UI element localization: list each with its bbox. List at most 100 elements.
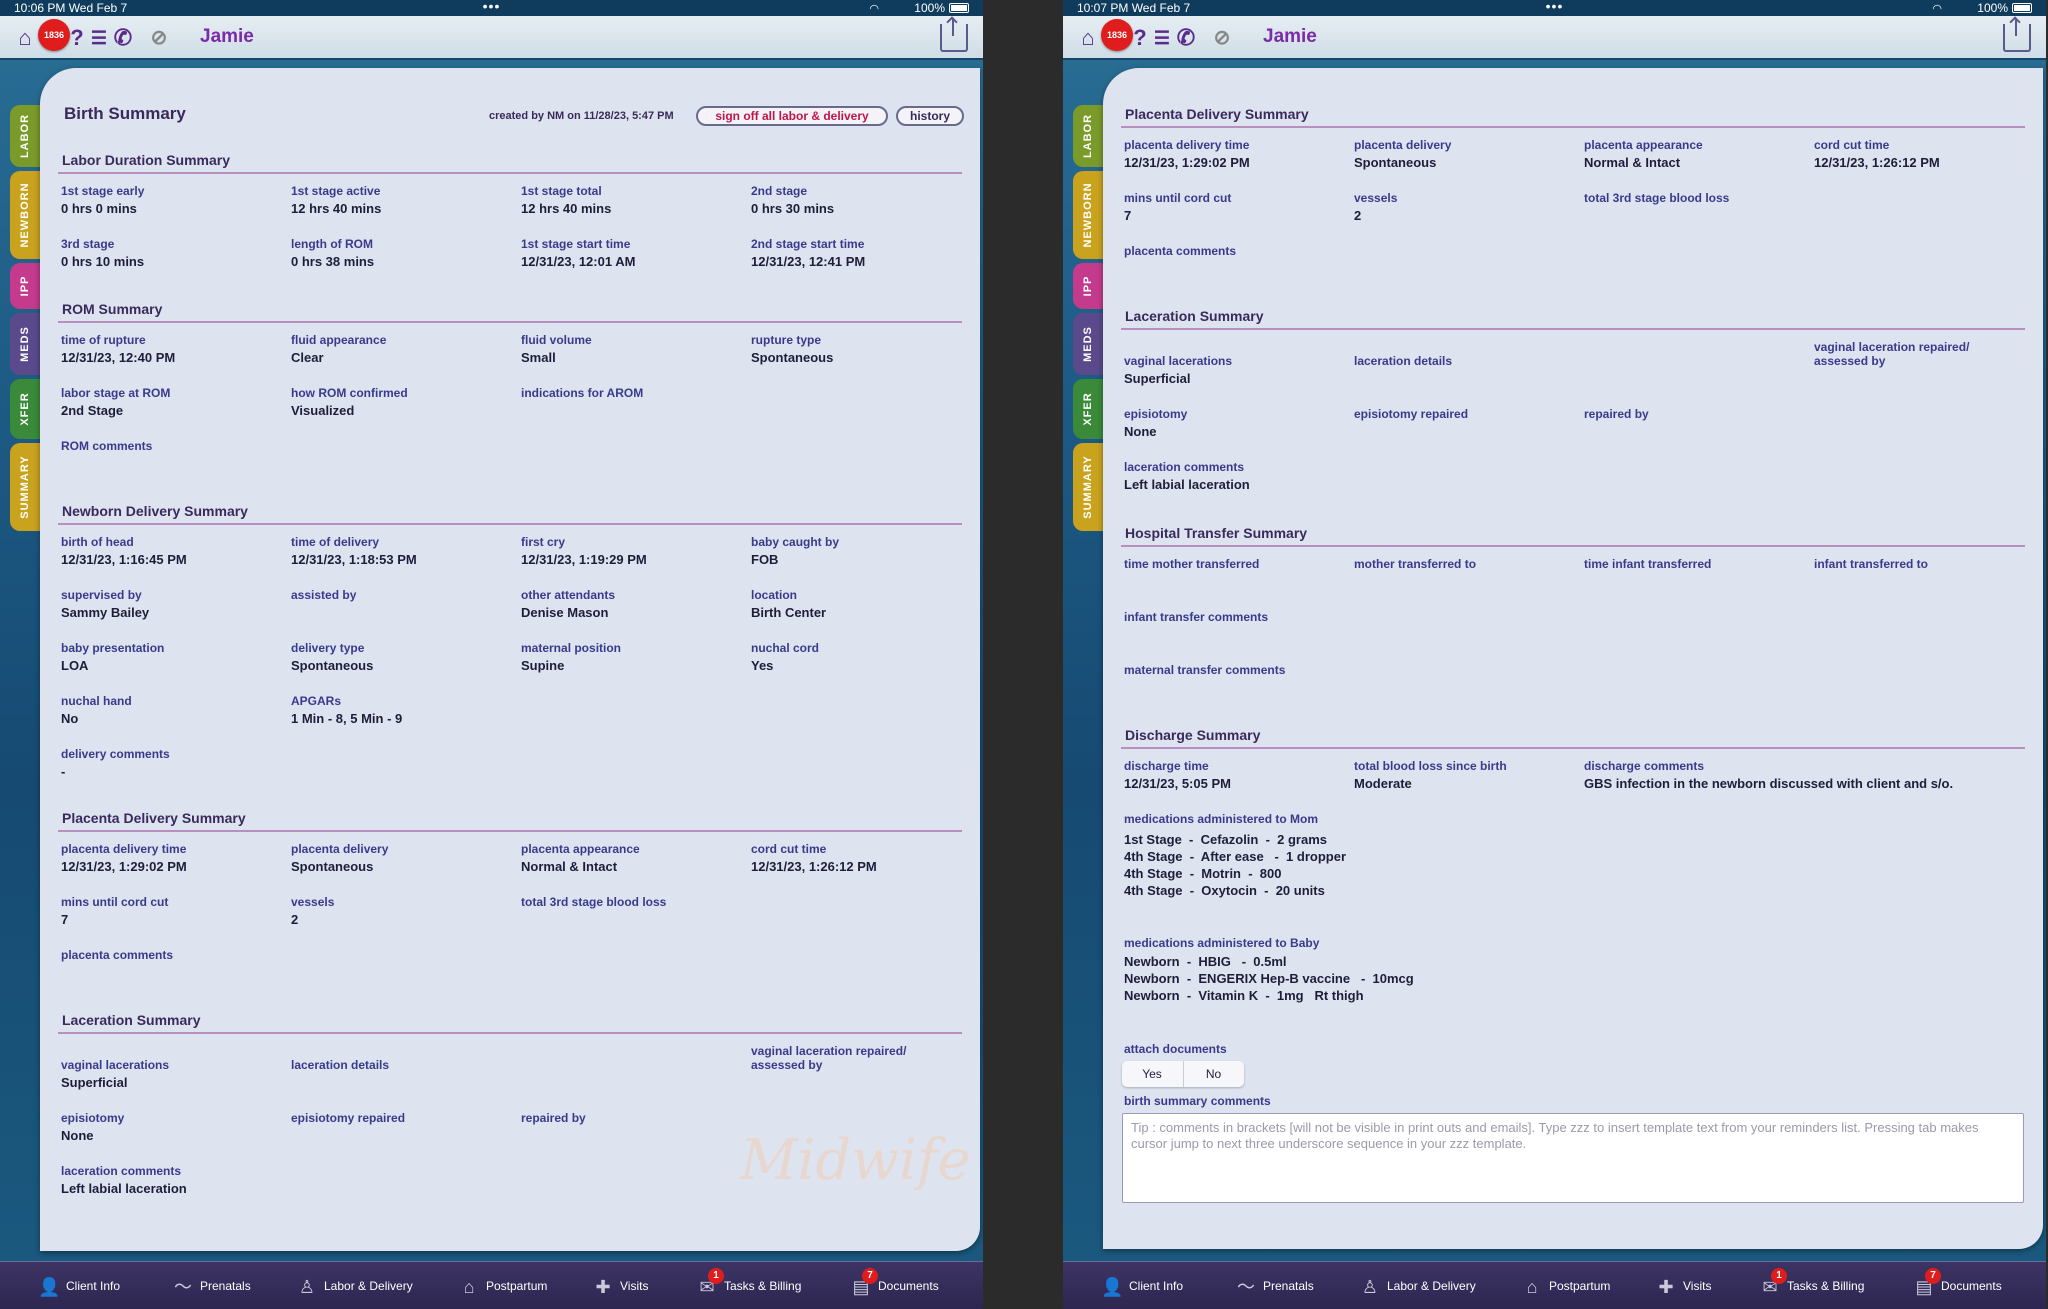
tab-ipp[interactable]: IPP	[1073, 263, 1103, 309]
field-delivery-type[interactable]: delivery type Spontaneous	[291, 641, 374, 673]
field-supervised-by[interactable]: supervised by Sammy Bailey	[61, 588, 150, 620]
field-repaired-by[interactable]: repaired by	[521, 1111, 586, 1125]
birth-summary-comments-textarea[interactable]: Tip : comments in brackets [will not be …	[1122, 1113, 2024, 1203]
field-maternal-transfer-comments[interactable]: maternal transfer comments	[1124, 663, 1286, 677]
list-icon[interactable]: ☰	[1153, 28, 1171, 48]
multitask-dots-icon[interactable]: •••	[482, 0, 501, 14]
no-button[interactable]: No	[1183, 1061, 1243, 1087]
field-discharge-time[interactable]: discharge time 12/31/23, 5:05 PM	[1124, 759, 1231, 791]
multitask-dots-icon[interactable]: •••	[1545, 0, 1564, 14]
field-2nd-stage[interactable]: 2nd stage 0 hrs 30 mins	[751, 184, 835, 216]
field-nuchal-cord[interactable]: nuchal cord Yes	[751, 641, 820, 673]
phone-icon[interactable]: ✆	[1176, 25, 1196, 50]
field-vessels[interactable]: vessels 2	[291, 895, 335, 927]
field-3rd-stage[interactable]: 3rd stage 0 hrs 10 mins	[61, 237, 145, 269]
field-infant-transferred-to[interactable]: infant transferred to	[1814, 557, 1929, 571]
tab-labor[interactable]: LABOR	[10, 105, 40, 167]
patient-name[interactable]: Jamie	[200, 26, 254, 47]
sign-off-button[interactable]: sign off all labor & delivery	[696, 106, 888, 126]
field-mother-transferred-to[interactable]: mother transferred to	[1354, 557, 1477, 571]
nav-visits[interactable]: ✚ Visits	[592, 1274, 648, 1298]
field-placenta-delivery-time[interactable]: placenta delivery time 12/31/23, 1:29:02 …	[1124, 138, 1250, 170]
field-first-cry[interactable]: first cry 12/31/23, 1:19:29 PM	[521, 535, 647, 567]
tab-newborn[interactable]: NEWBORN	[10, 171, 40, 259]
field-placenta-delivery[interactable]: placenta delivery Spontaneous	[291, 842, 389, 874]
field-vaginal-lacerations[interactable]: vaginal lacerations Superficial	[61, 1058, 170, 1090]
share-icon[interactable]	[2003, 18, 2031, 52]
field-time-mother-transferred[interactable]: time mother transferred	[1124, 557, 1260, 571]
field-infant-transfer-comments[interactable]: infant transfer comments	[1124, 610, 1269, 624]
nav-client-info[interactable]: 👤 Client Info	[1101, 1276, 1184, 1297]
field-1st-stage-active[interactable]: 1st stage active 12 hrs 40 mins	[291, 184, 382, 216]
tab-ipp[interactable]: IPP	[10, 263, 40, 309]
field-assisted-by[interactable]: assisted by	[291, 588, 357, 602]
tab-meds[interactable]: MEDS	[10, 313, 40, 375]
field-placenta-comments[interactable]: placenta comments	[1124, 244, 1237, 258]
tab-meds[interactable]: MEDS	[1073, 313, 1103, 375]
field-laceration-repaired-by[interactable]: vaginal laceration repaired/ assessed by	[751, 1044, 907, 1072]
field-time-of-delivery[interactable]: time of delivery 12/31/23, 1:18:53 PM	[291, 535, 417, 567]
field-1st-stage-early[interactable]: 1st stage early 0 hrs 0 mins	[61, 184, 145, 216]
field-total-3rd-stage-blood-loss[interactable]: total 3rd stage blood loss	[521, 895, 667, 909]
nav-prenatals[interactable]: 〜 Prenatals	[1237, 1276, 1314, 1297]
history-button[interactable]: history	[896, 106, 964, 126]
field-cord-cut-time[interactable]: cord cut time 12/31/23, 1:26:12 PM	[1814, 138, 1940, 170]
field-episiotomy-repaired[interactable]: episiotomy repaired	[291, 1111, 406, 1125]
field-labor-stage-at-rom[interactable]: labor stage at ROM 2nd Stage	[61, 386, 171, 418]
patient-name[interactable]: Jamie	[1263, 26, 1317, 47]
field-rom-comments[interactable]: ROM comments	[61, 439, 153, 453]
field-apgars[interactable]: APGARs 1 Min - 8, 5 Min - 9	[291, 694, 403, 726]
field-length-of-rom[interactable]: length of ROM 0 hrs 38 mins	[291, 237, 375, 269]
nav-prenatals[interactable]: 〜 Prenatals	[174, 1276, 251, 1297]
nav-tasks-billing[interactable]: ✉ 1 Tasks & Billing	[1759, 1268, 1864, 1298]
nav-labor-delivery[interactable]: ♙ Labor & Delivery	[296, 1274, 413, 1298]
home-icon[interactable]: ⌂	[1081, 25, 1095, 50]
field-indications-for-arom[interactable]: indications for AROM	[521, 386, 644, 400]
tab-labor[interactable]: LABOR	[1073, 105, 1103, 167]
nav-postpartum[interactable]: ⌂ Postpartum	[1521, 1274, 1611, 1298]
list-icon[interactable]: ☰	[90, 28, 108, 48]
bandage-icon[interactable]: ⊘	[150, 27, 168, 49]
tab-summary[interactable]: SUMMARY	[10, 443, 40, 531]
nav-documents[interactable]: ▤ 7 Documents	[850, 1268, 939, 1298]
notification-badge[interactable]: 1836	[1101, 19, 1133, 51]
tab-xfer[interactable]: XFER	[1073, 379, 1103, 439]
field-mins-until-cord-cut[interactable]: mins until cord cut 7	[61, 895, 169, 927]
field-maternal-position[interactable]: maternal position Supine	[521, 641, 622, 673]
field-mins-until-cord-cut[interactable]: mins until cord cut 7	[1124, 191, 1232, 223]
field-time-of-rupture[interactable]: time of rupture 12/31/23, 12:40 PM	[61, 333, 176, 365]
phone-icon[interactable]: ✆	[113, 25, 133, 50]
field-baby-caught-by[interactable]: baby caught by FOB	[751, 535, 840, 567]
field-episiotomy[interactable]: episiotomy None	[1124, 407, 1188, 439]
field-vaginal-lacerations[interactable]: vaginal lacerations Superficial	[1124, 354, 1233, 386]
tab-summary[interactable]: SUMMARY	[1073, 443, 1103, 531]
field-laceration-repaired-by[interactable]: vaginal laceration repaired/ assessed by	[1814, 340, 1970, 368]
yes-button[interactable]: Yes	[1142, 1067, 1162, 1081]
field-how-rom-confirmed[interactable]: how ROM confirmed Visualized	[291, 386, 408, 418]
field-baby-presentation[interactable]: baby presentation LOA	[61, 641, 165, 673]
field-total-blood-loss[interactable]: total blood loss since birth Moderate	[1354, 759, 1507, 791]
field-placenta-appearance[interactable]: placenta appearance Normal & Intact	[521, 842, 640, 874]
field-laceration-details[interactable]: laceration details	[291, 1058, 390, 1072]
notification-badge[interactable]: 1836	[38, 19, 70, 51]
field-1st-stage-total[interactable]: 1st stage total 12 hrs 40 mins	[521, 184, 612, 216]
field-other-attendants[interactable]: other attendants Denise Mason	[521, 588, 616, 620]
share-icon[interactable]	[940, 18, 968, 52]
field-delivery-comments[interactable]: delivery comments -	[61, 747, 170, 779]
help-icon[interactable]: ?	[1133, 25, 1147, 50]
home-icon[interactable]: ⌂	[18, 25, 32, 50]
field-time-infant-transferred[interactable]: time infant transferred	[1584, 557, 1712, 571]
field-1st-stage-start[interactable]: 1st stage start time 12/31/23, 12:01 AM	[521, 237, 636, 269]
field-placenta-comments[interactable]: placenta comments	[61, 948, 174, 962]
field-rupture-type[interactable]: rupture type Spontaneous	[751, 333, 834, 365]
field-meds-baby[interactable]: medications administered to Baby Newborn…	[1124, 936, 1624, 1004]
field-meds-mom[interactable]: medications administered to Mom 1st Stag…	[1124, 812, 1624, 899]
field-fluid-appearance[interactable]: fluid appearance Clear	[291, 333, 387, 365]
field-episiotomy-repaired[interactable]: episiotomy repaired	[1354, 407, 1469, 421]
field-cord-cut-time[interactable]: cord cut time 12/31/23, 1:26:12 PM	[751, 842, 877, 874]
field-placenta-appearance[interactable]: placenta appearance Normal & Intact	[1584, 138, 1703, 170]
tab-newborn[interactable]: NEWBORN	[1073, 171, 1103, 259]
field-2nd-stage-start[interactable]: 2nd stage start time 12/31/23, 12:41 PM	[751, 237, 866, 269]
tab-xfer[interactable]: XFER	[10, 379, 40, 439]
field-location[interactable]: location Birth Center	[751, 588, 827, 620]
